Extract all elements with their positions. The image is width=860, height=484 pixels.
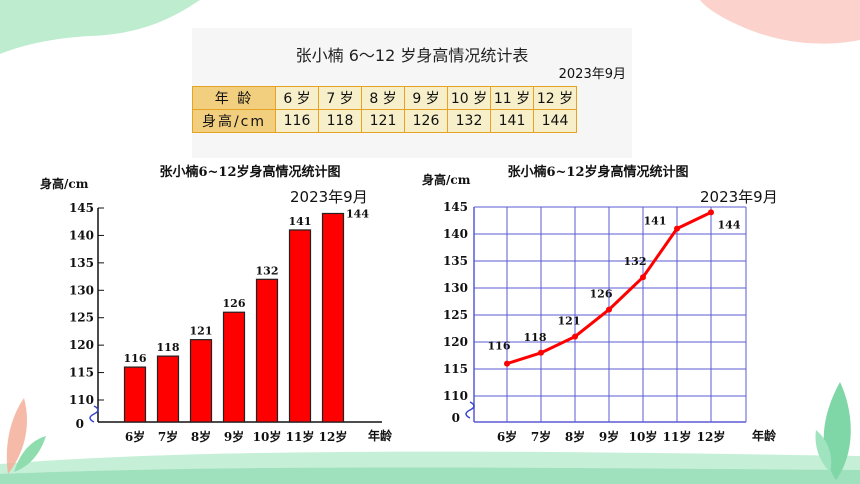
bar-chart-y-tick-label: 130	[69, 283, 94, 297]
age-cell: 8 岁	[361, 86, 405, 110]
bar	[156, 355, 180, 423]
line-chart-axis-break	[465, 401, 475, 419]
line-chart-zero-label: 0	[452, 411, 460, 425]
age-cell: 7 岁	[318, 86, 362, 110]
age-cell: 6 岁	[275, 86, 319, 110]
bar	[222, 311, 246, 423]
line-chart-date: 2023年9月	[700, 188, 778, 206]
line-chart-x-tick-label: 9岁	[599, 429, 619, 444]
table-row-height: 身高/cm 116 118 121 126 132 141 144	[192, 109, 577, 133]
line-data-label: 126	[590, 288, 613, 301]
height-cell: 132	[447, 109, 491, 133]
line-point	[538, 349, 544, 356]
bar-chart: 张小楠6~12岁身高情况统计图 身高/cm 2023年9月 年龄 0 110 11…	[40, 164, 393, 444]
bar-chart-y-tick-label: 115	[69, 366, 94, 380]
line-chart-y-tick-label: 135	[443, 254, 468, 268]
line-chart-x-tick-label: 7岁	[531, 429, 551, 444]
bar-data-label: 132	[256, 264, 279, 277]
bar	[189, 339, 213, 423]
line-point	[674, 225, 680, 232]
height-cell: 126	[404, 109, 448, 133]
bar	[123, 366, 147, 423]
bar-chart-x-tick-label: 11岁	[286, 429, 315, 444]
line-data-label: 116	[488, 340, 511, 353]
age-cell: 10 岁	[447, 86, 491, 110]
line-chart-x-tick-label: 10岁	[629, 429, 658, 444]
height-cell: 144	[533, 109, 577, 133]
bar-chart-x-tick-label: 8岁	[191, 429, 211, 444]
decor-bottom-band	[0, 451, 860, 484]
decor-leaf-left	[6, 398, 46, 474]
bar-chart-x-tick-label: 10岁	[253, 429, 282, 444]
bar	[255, 278, 279, 423]
bar-chart-title: 张小楠6~12岁身高情况统计图	[159, 164, 340, 180]
bar	[288, 229, 312, 423]
line-chart-title: 张小楠6~12岁身高情况统计图	[507, 164, 688, 180]
line-point	[504, 360, 510, 367]
bar-data-label: 126	[223, 297, 246, 310]
age-cell: 12 岁	[533, 86, 577, 110]
line-data-label: 118	[524, 331, 547, 344]
table-row-age: 年 龄 6 岁 7 岁 8 岁 9 岁 10 岁 11 岁 12 岁	[192, 86, 577, 110]
line-chart-ylabel: 身高/cm	[422, 172, 471, 187]
row-header-height: 身高/cm	[192, 109, 276, 133]
bar-chart-ylabel: 身高/cm	[40, 176, 89, 191]
bar-chart-x-tick-label: 7岁	[158, 429, 178, 444]
bar-chart-y-tick-label: 110	[69, 393, 94, 407]
bar-data-label: 118	[157, 341, 180, 354]
line-chart-y-tick-label: 115	[443, 362, 468, 376]
age-cell: 9 岁	[404, 86, 448, 110]
height-cell: 118	[318, 109, 362, 133]
bar-chart-x-tick-label: 9岁	[224, 429, 244, 444]
table-date: 2023年9月	[558, 67, 626, 82]
bar-data-label: 144	[346, 207, 369, 220]
height-cell: 121	[361, 109, 405, 133]
line-chart-x-tick-label: 6岁	[497, 429, 517, 444]
height-cell: 116	[275, 109, 319, 133]
age-cell: 11 岁	[490, 86, 534, 110]
line-point	[708, 209, 714, 216]
table-title: 张小楠 6～12 岁身高情况统计表	[295, 46, 529, 65]
height-cell: 141	[490, 109, 534, 133]
decor-leaf-right	[815, 382, 851, 480]
bar	[321, 212, 345, 423]
decor-top-right-blob	[700, 0, 860, 44]
bar-chart-y-tick-label: 140	[69, 228, 94, 242]
line-chart: 张小楠6~12岁身高情况统计图 身高/cm 2023年9月 年龄 0 110 11…	[422, 164, 778, 444]
line-point	[606, 306, 612, 313]
line-chart-x-tick-label: 11岁	[663, 429, 692, 444]
bar-chart-y-tick-label: 135	[69, 256, 94, 270]
row-header-age: 年 龄	[192, 86, 276, 110]
height-table: 年 龄 6 岁 7 岁 8 岁 9 岁 10 岁 11 岁 12 岁 身高/cm…	[192, 86, 577, 133]
bar-chart-date: 2023年9月	[290, 188, 368, 206]
line-data-label: 132	[624, 255, 647, 268]
bar-chart-y-tick-label: 145	[69, 201, 94, 215]
bar-chart-xlabel: 年龄	[368, 428, 393, 443]
line-chart-xlabel: 年龄	[752, 428, 777, 443]
line-point	[572, 333, 578, 340]
line-data-label: 141	[644, 215, 667, 228]
line-chart-y-tick-label: 145	[443, 200, 468, 214]
bar-chart-zero-label: 0	[76, 417, 84, 431]
line-point	[640, 274, 646, 281]
line-chart-x-tick-label: 8岁	[565, 429, 585, 444]
bar-chart-axis-break	[89, 405, 99, 423]
line-data-label: 144	[718, 218, 741, 231]
line-chart-y-tick-label: 110	[443, 389, 468, 403]
decor-top-left-leaf	[0, 0, 200, 54]
bar-chart-y-tick-label: 120	[69, 338, 94, 352]
line-chart-x-tick-label: 12岁	[697, 429, 726, 444]
line-chart-y-tick-label: 130	[443, 281, 468, 295]
line-chart-y-tick-label: 125	[443, 308, 468, 322]
bar-data-label: 121	[190, 325, 213, 338]
line-chart-y-tick-label: 120	[443, 335, 468, 349]
bar-chart-x-tick-label: 12岁	[319, 429, 348, 444]
bar-data-label: 141	[289, 215, 312, 228]
bar-chart-x-tick-label: 6岁	[125, 429, 145, 444]
line-chart-y-tick-label: 140	[443, 227, 468, 241]
bar-chart-y-tick-label: 125	[69, 311, 94, 325]
height-table-panel: 张小楠 6～12 岁身高情况统计表 2023年9月 年 龄 6 岁 7 岁 8 …	[192, 28, 632, 158]
bar-data-label: 116	[124, 352, 147, 365]
line-data-label: 121	[558, 315, 581, 328]
